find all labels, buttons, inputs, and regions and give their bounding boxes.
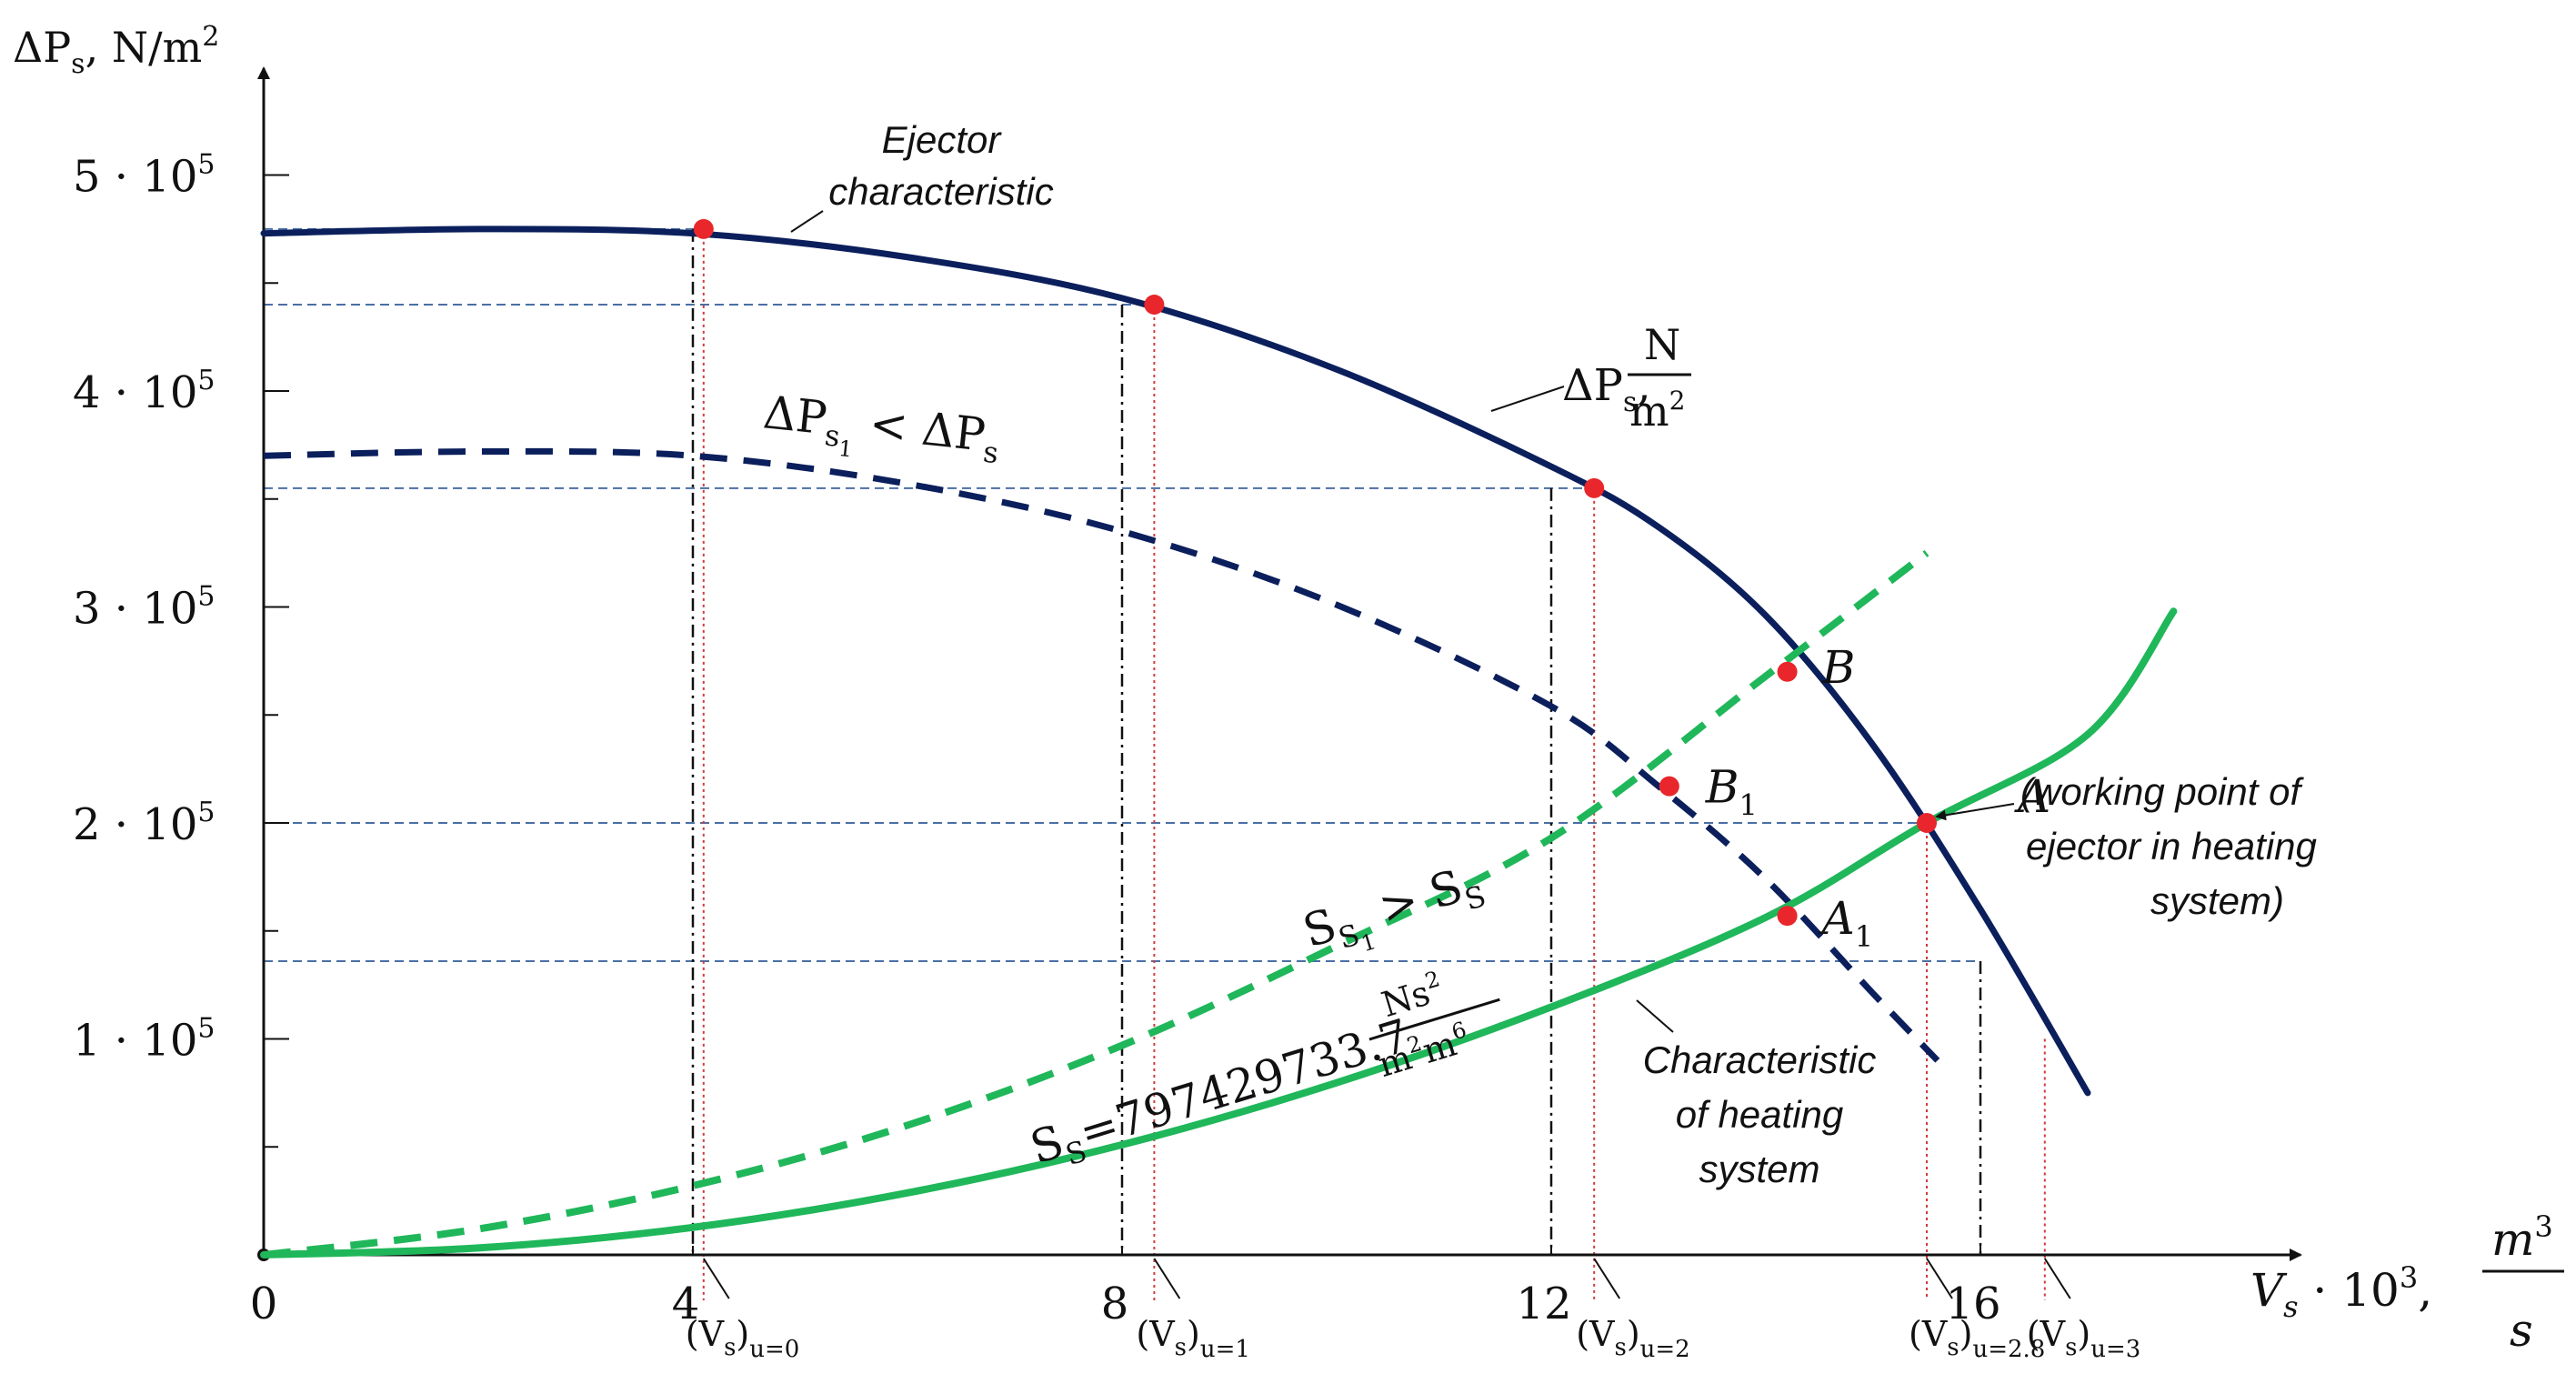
- x-tick-label: 0: [250, 1279, 278, 1329]
- heating-system-increased-line: [263, 549, 1929, 1259]
- guides-layer: [264, 227, 2046, 1300]
- Vs-u1-point: [1144, 295, 1165, 315]
- ejector-characteristic-line: [260, 226, 2091, 1097]
- y-tick-label: 1 · 105: [73, 1013, 215, 1067]
- ss-value-label: SS=797429733.7 Ns2 m2m6: [1025, 966, 1500, 1181]
- x-tick-label: 4: [672, 1279, 700, 1329]
- point-A: [1917, 813, 1937, 833]
- point-labels-layer: B B1 A A1: [1705, 641, 2050, 954]
- x-tick-label: 12: [1516, 1279, 1571, 1329]
- point-A1: [1777, 906, 1798, 927]
- svg-text:characteristic: characteristic: [828, 170, 1053, 213]
- delta-ps1-label: ΔPs1 < ΔPs: [759, 386, 1003, 477]
- y-tick-label: 5 · 105: [73, 149, 215, 203]
- vs-u-label: (Vs)u=0: [686, 1314, 800, 1363]
- x-axis-title: Vs · 103, m3 s: [2250, 1209, 2564, 1357]
- point-B: [1777, 661, 1798, 682]
- point-A-label: A: [2014, 770, 2050, 823]
- point-B-label: B: [1821, 641, 1856, 694]
- vs-u-label: (Vs)u=2.8: [1909, 1314, 2045, 1363]
- y-tick-label: 4 · 105: [73, 365, 215, 418]
- ejector-characteristic-label: Ejector characteristic: [790, 118, 1054, 233]
- svg-text:m3: m3: [2491, 1209, 2553, 1266]
- vs-u-label: (Vs)u=1: [1136, 1314, 1250, 1363]
- svg-text:N: N: [1644, 320, 1680, 369]
- heating-system-line: [260, 607, 2178, 1259]
- series-layer: [260, 226, 2178, 1259]
- working-point-label: (working point of ejector in heating sys…: [1935, 770, 2317, 922]
- bottom-label-leader: [1153, 1258, 1181, 1299]
- point-B1: [1659, 776, 1679, 797]
- svg-text:m2: m2: [1629, 386, 1685, 436]
- y-tick-label: 2 · 105: [73, 797, 215, 850]
- x-tick-label: 8: [1101, 1279, 1129, 1329]
- svg-text:of heating: of heating: [1676, 1093, 1844, 1136]
- Vs-u0-point: [693, 218, 714, 239]
- vs-u-label: (Vs)u=3: [2027, 1314, 2141, 1363]
- svg-text:Vs · 103,: Vs · 103,: [2250, 1260, 2432, 1324]
- tick-labels-layer: 0 4 8 12 16 1 · 105 2 · 105 3 · 105 4 · 105 5 · 1…: [73, 149, 2001, 1330]
- svg-text:(working point of: (working point of: [2020, 770, 2304, 813]
- svg-text:system): system): [2150, 879, 2284, 922]
- svg-text:ΔPs,: ΔPs,: [1562, 360, 1651, 418]
- svg-text:Ejector: Ejector: [882, 118, 1003, 161]
- svg-text:Ns2: Ns2: [1376, 966, 1448, 1025]
- bottom-labels-layer: (Vs)u=0 (Vs)u=1 (Vs)u=2 (Vs)u=2.8(Vs)u=3: [686, 1258, 2141, 1363]
- svg-text:system: system: [1699, 1148, 1819, 1190]
- vs-u-label: (Vs)u=2: [1576, 1314, 1690, 1363]
- point-B1-label: B1: [1705, 761, 1758, 823]
- svg-text:Characteristic: Characteristic: [1643, 1038, 1877, 1081]
- delta-ps-curve-label: ΔPs, N m2: [1490, 320, 1691, 436]
- heating-characteristic-label: Characteristic of heating system: [1636, 999, 1877, 1190]
- bottom-label-leader: [1593, 1258, 1621, 1299]
- points-layer: [693, 218, 1937, 927]
- Vs-u2-point: [1584, 477, 1605, 498]
- bottom-label-leader: [702, 1258, 730, 1299]
- ejector-characteristic-reduced-line: [263, 447, 1940, 1063]
- x-tick-label: 16: [1945, 1279, 2000, 1329]
- svg-text:s: s: [2510, 1304, 2533, 1357]
- y-axis-title: ΔPs, N/m2: [13, 21, 219, 80]
- svg-text:ejector in heating: ejector in heating: [2026, 825, 2317, 868]
- bottom-label-leader: [2043, 1258, 2071, 1299]
- point-A1-label: A1: [1819, 892, 1873, 954]
- bottom-label-leader: [1926, 1258, 1953, 1299]
- y-tick-label: 3 · 105: [73, 581, 215, 635]
- svg-text:SS=797429733.7: SS=797429733.7: [1025, 1009, 1418, 1181]
